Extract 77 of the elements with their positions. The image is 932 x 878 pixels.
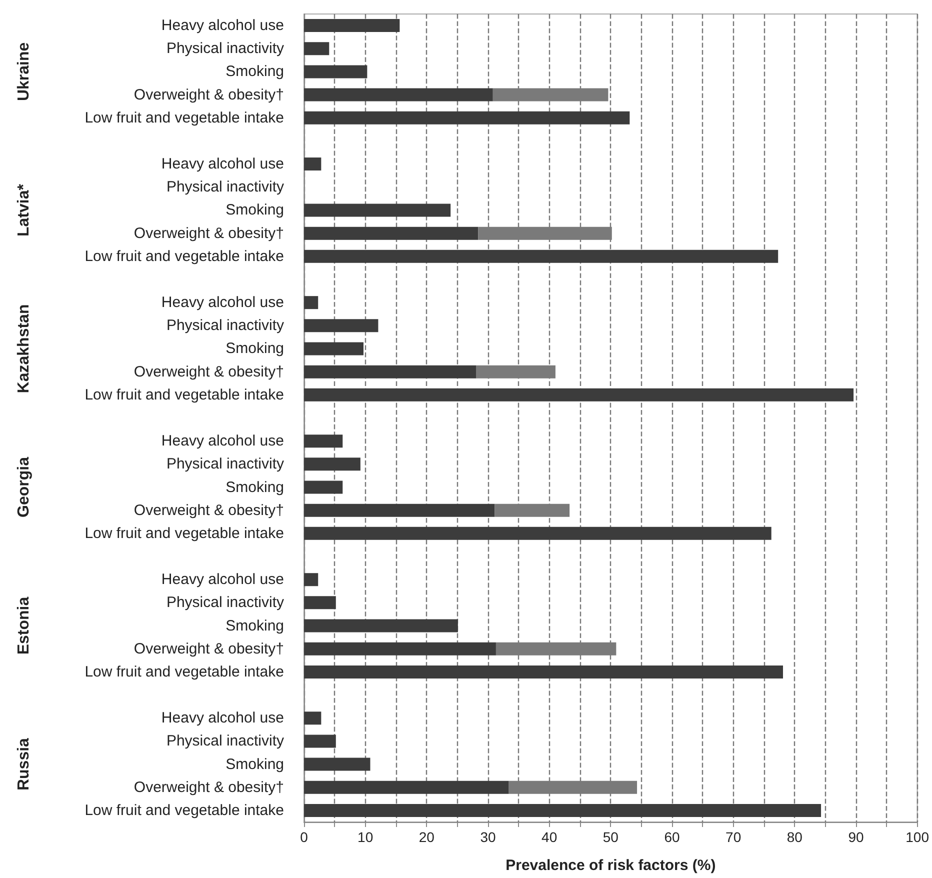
y-tick-label: Low fruit and vegetable intake [84, 663, 284, 680]
y-tick-label: Low fruit and vegetable intake [84, 109, 284, 126]
y-tick-label: Heavy alcohol use [161, 294, 284, 312]
y-tick-label: Physical inactivity [166, 178, 284, 196]
bar [304, 296, 318, 310]
x-tick-label: 100 [906, 829, 930, 845]
bar [304, 111, 630, 124]
y-tick-label: Overweight & obesity† [134, 778, 284, 796]
y-tick-label: Overweight & obesity† [134, 86, 284, 104]
y-tick-label: Heavy alcohol use [161, 156, 284, 173]
y-tick-label: Smoking [226, 63, 284, 80]
bar [304, 342, 364, 356]
x-tick-label: 40 [542, 829, 558, 845]
bar [304, 65, 368, 78]
bar [304, 619, 458, 632]
y-tick-label: Smoking [226, 478, 284, 496]
bar [304, 319, 378, 332]
x-tick-label: 90 [848, 829, 864, 845]
y-tick-label: Overweight & obesity† [134, 502, 284, 519]
x-tick-label: 70 [726, 829, 742, 845]
bar [304, 388, 854, 402]
x-tick-label: 50 [602, 829, 619, 845]
bar [304, 573, 318, 586]
x-tick-label: 20 [418, 829, 435, 845]
x-tick-label: 0 [300, 829, 308, 845]
y-tick-label: Smoking [226, 617, 284, 634]
y-tick-label: Heavy alcohol use [161, 571, 284, 588]
x-axis-title: Prevalence of risk factors (%) [506, 857, 716, 874]
y-tick-label: Physical inactivity [166, 594, 284, 612]
y-tick-label: Physical inactivity [166, 456, 284, 473]
y-tick-label: Low fruit and vegetable intake [84, 386, 284, 404]
bar [304, 642, 496, 656]
y-tick-label: Low fruit and vegetable intake [84, 248, 284, 265]
bar [304, 780, 509, 794]
text: Russia [16, 738, 32, 791]
y-tick-label: Smoking [226, 202, 284, 219]
bar [304, 712, 322, 725]
y-tick-label: Overweight & obesity† [134, 363, 284, 380]
bar [304, 734, 336, 748]
bar [304, 204, 451, 217]
y-tick-label: Overweight & obesity† [134, 224, 284, 242]
y-tick-label: Heavy alcohol use [161, 432, 284, 450]
y-tick-label: Physical inactivity [166, 40, 284, 58]
bar [304, 365, 476, 378]
bar [304, 226, 478, 240]
x-tick-label: 30 [480, 829, 496, 845]
bar [304, 19, 400, 32]
y-tick-label: Smoking [226, 756, 284, 773]
x-tick-label: 10 [358, 829, 374, 845]
y-tick-label: Low fruit and vegetable intake [84, 802, 284, 819]
bar [304, 434, 343, 448]
bar [304, 758, 370, 771]
bar [304, 504, 495, 517]
y-tick-label: Overweight & obesity† [134, 640, 284, 658]
bar [304, 250, 778, 263]
bar [304, 458, 360, 471]
x-tick-label: 80 [786, 829, 803, 845]
bar [304, 158, 322, 171]
y-tick-label: Low fruit and vegetable intake [84, 524, 284, 542]
x-tick-label: 60 [664, 829, 680, 845]
text: Georgia [16, 456, 32, 518]
text: Estonia [16, 596, 32, 655]
bar [304, 665, 784, 678]
bar [304, 42, 330, 56]
text: Latvia* [16, 183, 32, 236]
bar [304, 526, 772, 540]
y-tick-label: Physical inactivity [166, 317, 284, 334]
y-tick-label: Heavy alcohol use [161, 710, 284, 727]
bar [304, 88, 493, 102]
bar [304, 596, 336, 610]
bar [304, 480, 343, 494]
y-tick-label: Heavy alcohol use [161, 17, 284, 34]
y-tick-label: Smoking [226, 340, 284, 358]
y-tick-label: Physical inactivity [166, 732, 284, 750]
text: Ukraine [16, 42, 32, 102]
bar [304, 804, 822, 817]
text: Kazakhstan [16, 304, 32, 394]
